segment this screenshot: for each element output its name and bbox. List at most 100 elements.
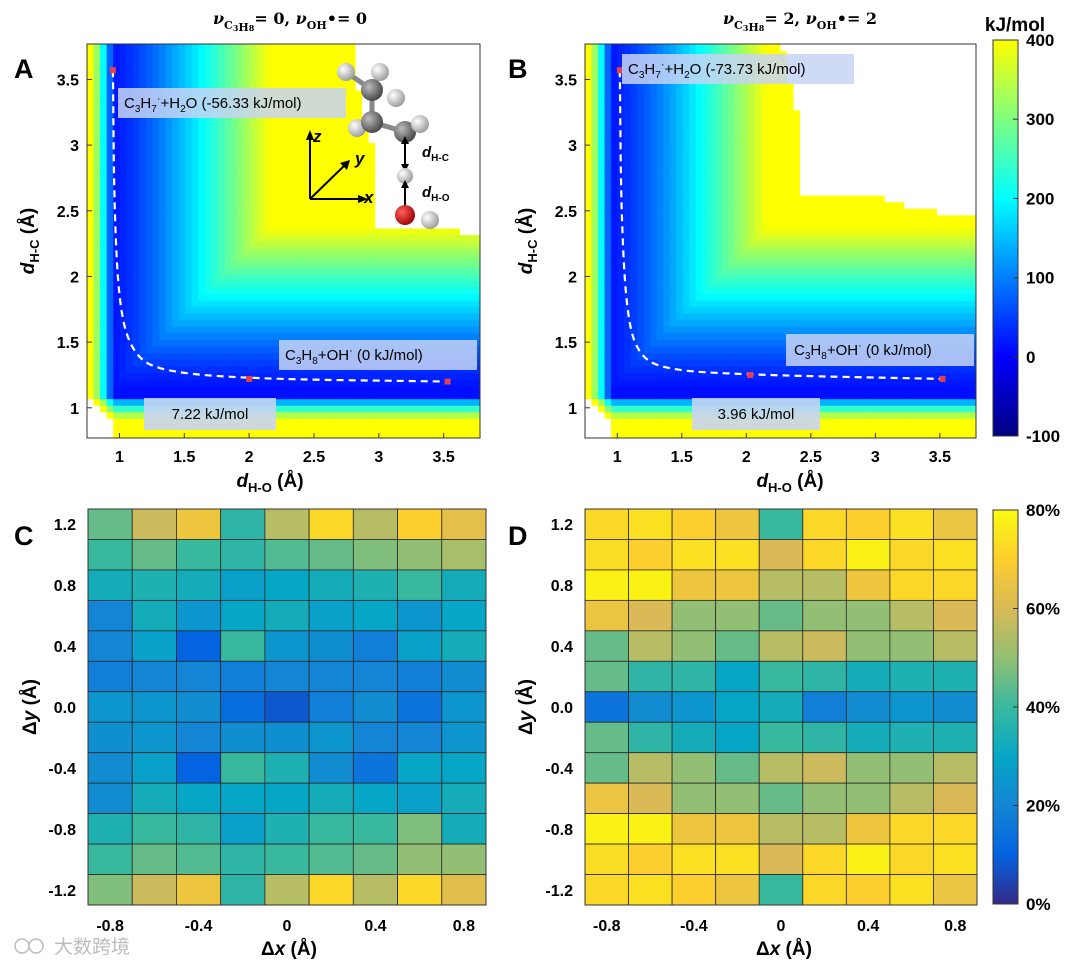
surface-cell [460, 195, 468, 203]
surface-cell [656, 411, 664, 419]
surface-cell [375, 254, 383, 262]
surface-cell [695, 372, 703, 380]
surface-cell [113, 300, 121, 308]
surface-cell [473, 201, 480, 209]
surface-cell [290, 44, 298, 52]
surface-cell [388, 195, 396, 203]
surface-cell [643, 365, 651, 373]
surface-cell [218, 306, 226, 314]
surface-cell [139, 221, 147, 229]
surface-cell [427, 50, 435, 58]
surface-cell [466, 326, 475, 334]
surface-cell [473, 332, 480, 341]
surface-cell [185, 313, 193, 321]
surface-cell [624, 339, 632, 347]
surface-cell [113, 424, 121, 433]
surface-cell [702, 339, 710, 347]
surface-cell [198, 135, 206, 144]
surface-cell [93, 201, 101, 209]
surface-cell [87, 162, 95, 170]
surface-cell [669, 424, 677, 433]
surface-cell [276, 241, 285, 249]
surface-cell [329, 129, 337, 137]
surface-cell [296, 306, 304, 314]
surface-cell [695, 267, 703, 275]
surface-cell [113, 332, 121, 341]
surface-cell [656, 365, 664, 373]
surface-cell [460, 372, 468, 380]
surface-cell [263, 247, 271, 255]
surface-cell [87, 431, 95, 438]
surface-cell [362, 214, 370, 222]
surface-cell [276, 300, 285, 308]
surface-cell [695, 385, 703, 393]
surface-cell [611, 208, 619, 216]
surface-cell [682, 326, 690, 334]
surface-cell [630, 431, 638, 438]
surface-cell [119, 76, 127, 84]
surface-cell [624, 372, 632, 380]
surface-cell [447, 135, 455, 144]
product-label-a: C3H7·+H2O (-56.33 kJ/mol) [124, 93, 302, 115]
surface-cell [381, 300, 389, 308]
surface-cell [624, 201, 632, 209]
surface-cell [695, 44, 703, 52]
surface-cell [329, 293, 337, 301]
surface-cell [669, 122, 677, 130]
surface-cell [139, 326, 147, 334]
surface-cell [598, 365, 606, 373]
surface-cell [611, 260, 619, 268]
surface-cell [322, 149, 330, 157]
surface-cell [598, 50, 606, 58]
surface-cell [643, 195, 651, 203]
surface-cell [460, 273, 468, 281]
surface-cell [682, 254, 690, 262]
surface-cell [473, 116, 480, 124]
surface-cell [231, 260, 239, 268]
surface-cell [663, 405, 671, 413]
surface-cell [172, 326, 180, 334]
surface-cell [309, 405, 317, 413]
surface-cell [244, 365, 252, 373]
surface-cell [322, 392, 330, 400]
surface-cell [165, 76, 173, 84]
surface-cell [663, 260, 671, 268]
surface-cell [381, 116, 389, 124]
surface-cell [303, 319, 311, 327]
surface-cell [591, 319, 599, 327]
surface-cell [604, 168, 612, 176]
surface-cell [669, 411, 677, 419]
surface-cell [172, 280, 180, 288]
surface-cell [702, 129, 710, 137]
surface-cell [466, 155, 475, 163]
surface-cell [100, 122, 108, 130]
surface-cell [375, 247, 383, 255]
surface-cell [585, 175, 593, 183]
surface-cell [113, 273, 121, 281]
surface-cell [178, 392, 186, 400]
surface-cell [460, 313, 468, 321]
surface-cell [335, 398, 344, 406]
surface-cell [172, 63, 180, 71]
surface-cell [394, 424, 402, 433]
surface-cell [204, 63, 213, 71]
surface-cell [702, 378, 710, 387]
surface-cell [224, 359, 232, 367]
surface-cell [702, 254, 710, 262]
surface-cell [231, 300, 239, 308]
surface-cell [585, 135, 593, 144]
surface-cell [585, 392, 593, 400]
surface-cell [244, 195, 252, 203]
surface-cell [695, 247, 703, 255]
surface-cell [388, 378, 396, 387]
surface-cell [335, 188, 344, 196]
surface-cell [113, 57, 121, 65]
surface-cell [440, 254, 448, 262]
surface-cell [434, 50, 442, 58]
surface-cell [676, 201, 684, 209]
surface-cell [100, 234, 108, 242]
surface-cell [342, 411, 350, 419]
surface-cell [100, 247, 108, 255]
surface-cell [473, 181, 480, 190]
surface-cell [663, 188, 671, 196]
